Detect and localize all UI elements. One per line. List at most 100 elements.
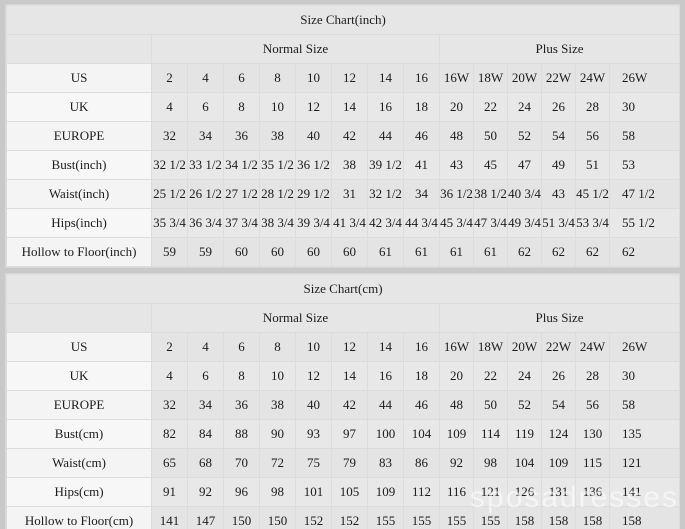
size-chart-cm-block: Size Chart(cm) Normal Size Plus Size US 2 4 6 8… [5,273,681,529]
data-cell: 43 [439,150,474,180]
table-row: Hollow to Floor(inch) 59 59 60 60 60 60 61 61 61 6… [6,237,681,267]
data-cell: 60 [223,237,260,267]
data-cell: 53 [608,150,681,180]
data-cell: 16W [439,63,474,93]
data-cell: 16 [367,92,404,122]
row-label-us: US [6,63,152,93]
data-cell: 62 [608,237,681,267]
data-cell: 86 [403,448,440,478]
data-cell: 152 [295,506,332,529]
data-cell: 155 [403,506,440,529]
data-cell: 158 [575,506,610,529]
data-cell: 34 1/2 [223,150,260,180]
data-cell: 4 [187,63,224,93]
data-cell: 100 [367,419,404,449]
data-cell: 109 [367,477,404,507]
data-cell: 83 [367,448,404,478]
data-cell: 16 [403,332,440,362]
table-row: EUROPE 32 34 36 38 40 42 44 46 48 50 52 54 56 58 [6,390,681,420]
table-row: Hollow to Floor(cm) 141 147 150 150 152 152 155… [6,506,681,529]
data-cell: 8 [259,63,296,93]
data-cell: 8 [259,332,296,362]
data-cell: 12 [331,63,368,93]
data-cell: 32 1/2 [151,150,188,180]
data-cell: 98 [259,477,296,507]
data-cell: 46 [403,121,440,151]
data-cell: 54 [541,121,576,151]
data-cell: 34 [187,121,224,151]
data-cell: 2 [151,332,188,362]
data-cell: 16W [439,332,474,362]
table-row: Bust(inch) 32 1/2 33 1/2 34 1/2 35 1/2 36 1/2… [6,150,681,180]
data-cell: 115 [575,448,610,478]
data-cell: 34 [403,179,440,209]
row-label-waist-inch: Waist(inch) [6,179,152,209]
group-header-plus-size: Plus Size [438,303,681,333]
data-cell: 41 3/4 [331,208,368,238]
data-cell: 84 [187,419,224,449]
data-cell: 24 [507,92,542,122]
data-cell: 25 1/2 [151,179,188,209]
data-cell: 6 [223,332,260,362]
data-cell: 68 [187,448,224,478]
data-cell: 136 [575,477,610,507]
group-header-blank [6,34,152,64]
data-cell: 50 [473,390,508,420]
data-cell: 65 [151,448,188,478]
table-row: Hips(inch) 35 3/4 36 3/4 37 3/4 38 3/4 39 3/4… [6,208,681,238]
data-cell: 10 [259,361,296,391]
data-cell: 91 [151,477,188,507]
chart-title: Size Chart(inch) [5,5,681,35]
data-cell: 59 [151,237,188,267]
data-cell: 61 [473,237,508,267]
data-cell: 101 [295,477,332,507]
data-cell: 60 [331,237,368,267]
data-cell: 96 [223,477,260,507]
data-cell: 59 [187,237,224,267]
data-cell: 34 [187,390,224,420]
data-cell: 92 [187,477,224,507]
data-cell: 48 [439,390,474,420]
data-cell: 39 3/4 [295,208,332,238]
row-label-europe: EUROPE [6,390,152,420]
data-cell: 36 1/2 [439,179,474,209]
data-cell: 28 [575,92,610,122]
data-cell: 45 [473,150,508,180]
data-cell: 26 [541,92,576,122]
data-cell: 16 [403,63,440,93]
data-cell: 38 [259,390,296,420]
data-cell: 88 [223,419,260,449]
data-cell: 14 [331,361,368,391]
data-cell: 18 [403,92,440,122]
data-cell: 4 [151,92,188,122]
group-header-normal-size: Normal Size [151,34,440,64]
data-cell: 119 [507,419,542,449]
data-cell: 22W [541,332,576,362]
data-cell: 38 [331,150,368,180]
data-cell: 36 [223,390,260,420]
data-cell: 82 [151,419,188,449]
data-cell: 90 [259,419,296,449]
data-cell: 41 [403,150,440,180]
table-row: Waist(cm) 65 68 70 72 75 79 83 86 92 98 104 109 115 12… [6,448,681,478]
data-cell: 22 [473,361,508,391]
data-cell: 48 [439,121,474,151]
data-cell: 20W [507,63,542,93]
data-cell: 26 [541,361,576,391]
data-cell: 4 [151,361,188,391]
table-row: EUROPE 32 34 36 38 40 42 44 46 48 50 52 54 56 58 [6,121,681,151]
data-cell: 45 3/4 [439,208,474,238]
data-cell: 60 [295,237,332,267]
data-cell: 8 [223,361,260,391]
data-cell: 45 1/2 [575,179,610,209]
data-cell: 135 [608,419,681,449]
data-cell: 24W [575,63,610,93]
table-row: UK 4 6 8 10 12 14 16 18 20 22 24 26 28 30 [6,361,681,391]
data-cell: 54 [541,390,576,420]
data-cell: 2 [151,63,188,93]
data-cell: 40 [295,121,332,151]
data-cell: 150 [223,506,260,529]
data-cell: 52 [507,121,542,151]
size-chart-inch-block: Size Chart(inch) Normal Size Plus Size US 2 4… [5,4,681,268]
